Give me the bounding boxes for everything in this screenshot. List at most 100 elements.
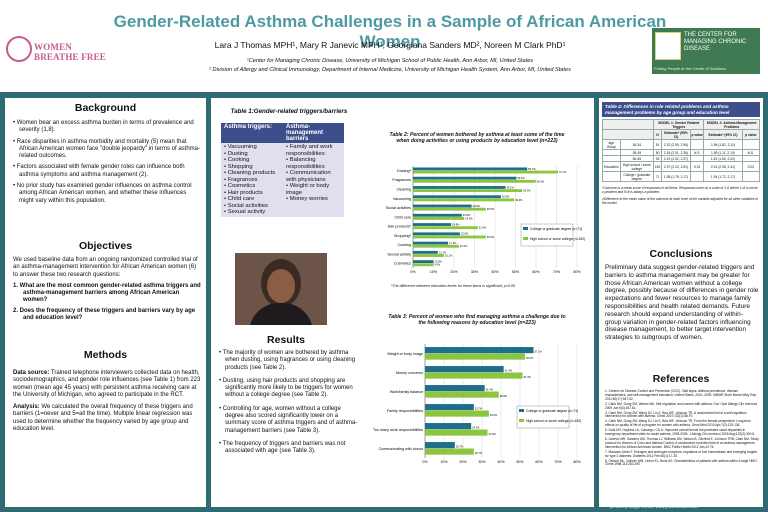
- bar: [425, 366, 504, 373]
- data-label: 59.9%: [537, 179, 545, 183]
- category-label: Weight or body image: [387, 352, 423, 356]
- category-label: Communicating with doctor: [379, 447, 424, 451]
- data-label: 38.8%: [500, 394, 508, 398]
- data-label: 12.1%: [439, 250, 447, 254]
- reference-item: 4. Clark NM, Gong ZM, Wang SJ, Lin X, Br…: [605, 419, 751, 428]
- bar: [413, 263, 434, 267]
- data-label: 70.7%: [559, 170, 567, 174]
- table1-trigger-item: • Shopping: [224, 163, 253, 170]
- data-label: 15.7%: [456, 445, 464, 449]
- bar: [413, 217, 465, 220]
- bar: [425, 404, 474, 411]
- table1-barriers-list: • Family and work responsibilities • Bala…: [286, 144, 341, 203]
- results-bullet-1: • The majority of women are bothered by …: [219, 350, 356, 371]
- bar: [413, 223, 452, 226]
- category-label: Money concerns: [396, 371, 423, 375]
- methods-body: Data source: Trained telephone interview…: [13, 370, 201, 433]
- data-label: 25.7%: [475, 451, 483, 455]
- table1-barrier-item: • Weight or body image: [286, 183, 330, 196]
- table1-triggers-list: • Vacuuming • Dusting • Cooking • Shopping •…: [224, 144, 280, 216]
- objectives-body: We used baseline data from an ongoing ra…: [13, 257, 201, 322]
- category-label: Too many work responsibilities: [373, 428, 423, 432]
- x-tick-label: 30%: [471, 270, 479, 274]
- reference-item: 3. Clark NM, Gong ZM, Wang SJ, Lin X, Br…: [605, 410, 747, 419]
- category-label: Vacuuming: [393, 197, 411, 201]
- data-label: 35.5%: [487, 207, 495, 211]
- category-label: Family responsibilities: [387, 409, 423, 413]
- data-label: 28.6%: [473, 204, 481, 208]
- bar: [413, 195, 501, 199]
- table4-cell-n: 71: [653, 171, 663, 182]
- bar: [413, 232, 460, 236]
- bar: [425, 448, 474, 455]
- methods-data-source-label: Data source:: [13, 370, 50, 376]
- category-label: Social activities: [386, 206, 411, 210]
- category-label: Sexual activity: [387, 252, 411, 256]
- data-label: 52.6%: [526, 356, 534, 360]
- table4-model1-header: MODEL 1: Gender Related Triggers: [653, 119, 705, 130]
- x-tick-label: 30%: [478, 460, 486, 464]
- background-bullet-3: • Factors associated with female gender …: [13, 164, 185, 178]
- x-tick-label: 0%: [410, 270, 416, 274]
- table4-grid: MODEL 1: Gender Related Triggers MODEL 2…: [601, 119, 761, 182]
- table1-caption: Table 1:Gender-related triggers/barriers: [230, 108, 348, 115]
- results-heading: Results: [267, 334, 305, 346]
- data-label: 49.3%: [515, 198, 523, 202]
- table1-barrier-item: • Money worries: [286, 196, 328, 202]
- x-tick-label: 50%: [516, 460, 524, 464]
- table1-trigger-item: • Dusting: [224, 150, 248, 157]
- table1-trigger-item: • Vacuuming: [224, 144, 257, 150]
- x-tick-label: 40%: [491, 270, 499, 274]
- bar: [413, 170, 558, 174]
- data-label: 50.4%: [517, 176, 525, 180]
- results-bullets: • The majority of women are bothered by …: [219, 350, 359, 456]
- bar: [413, 189, 523, 193]
- women-breathe-free-logo: WOMEN BREATHE FREE: [6, 34, 114, 64]
- x-tick-label: 80%: [573, 460, 581, 464]
- results-bullet-4: • The frequency of triggers and barriers…: [219, 440, 346, 455]
- table1-trigger-item: • Cooking: [224, 157, 250, 163]
- methods-analysis-text: We calculated the overall frequency of t…: [13, 404, 193, 433]
- data-label: 25.7%: [475, 407, 483, 411]
- table1-trigger-item: • Fragrances: [224, 176, 258, 183]
- data-label: 35.5%: [487, 235, 495, 239]
- bar: [425, 442, 455, 449]
- legend-swatch: [523, 237, 528, 240]
- table4-model2-header: MODEL 2: Asthma Management Problems: [703, 119, 760, 130]
- x-tick-label: 70%: [553, 270, 561, 274]
- table4-cell-sub: 18-34: [619, 139, 655, 150]
- x-tick-label: 80%: [573, 270, 581, 274]
- table1-col-barriers: Asthma-management barriers: [283, 123, 344, 143]
- category-label: Child care: [394, 215, 411, 219]
- table4-body: Age Group 18-34 51 2.32 (2.09, 2.55) 1.96 (1…: [602, 139, 761, 182]
- bar: [425, 410, 489, 417]
- bar: [413, 226, 478, 230]
- background-heading: Background: [74, 102, 137, 114]
- bar: [413, 167, 528, 171]
- table1-trigger-item: • Social activities: [224, 202, 268, 209]
- legend-label: High school or some college (n=152): [530, 237, 585, 241]
- affiliation-2: ² Division of Allergy and Clinical Immun…: [209, 67, 571, 73]
- bar: [425, 353, 525, 360]
- category-label: Cooking: [397, 243, 411, 247]
- table4-cell-e1: 2.37 (2.22, 2.51): [661, 161, 691, 172]
- bar: [413, 179, 536, 183]
- category-label: Work/family balance: [390, 390, 423, 394]
- methods-analysis: Analysis: We calculated the overall freq…: [13, 404, 201, 433]
- data-label: 17.1%: [449, 241, 457, 245]
- results-bullet-3: • Controlling for age, women without a c…: [219, 405, 358, 434]
- methods-data-source-text: Trained telephone interviewers collected…: [13, 370, 201, 398]
- table4-row: 50-65 92 2.19 (2.02, 2.37) 1.81 (1.60, 2.02…: [602, 155, 761, 162]
- bar: [425, 429, 488, 436]
- bar: [413, 207, 486, 211]
- methods-heading: Methods: [83, 349, 128, 361]
- x-tick-label: 50%: [512, 270, 520, 274]
- reference-item: 6. Janevic MR, Sanders GM, Thomas LJ, Wi…: [605, 436, 759, 449]
- data-label: 31.6%: [479, 226, 487, 230]
- x-tick-label: 60%: [532, 270, 540, 274]
- table1-trigger-item: • Cleaning products: [224, 170, 276, 176]
- references-list: 1. Centers for Disease Control and Preve…: [605, 389, 759, 468]
- x-tick-label: 20%: [450, 270, 458, 274]
- authors: Lara J Thomas MPH¹, Mary R Janevic MPH¹,…: [214, 40, 566, 50]
- bar: [413, 260, 434, 264]
